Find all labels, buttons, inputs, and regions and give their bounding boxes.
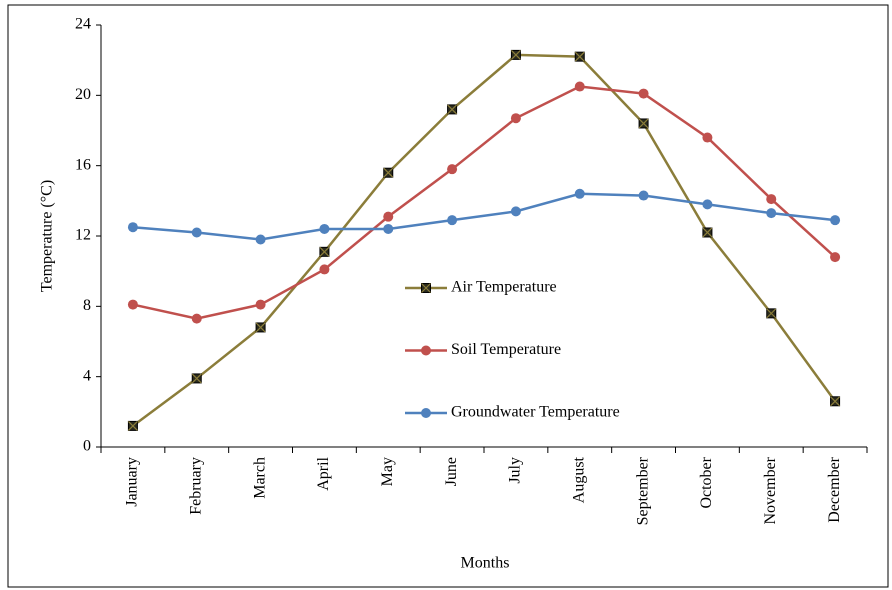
data-point xyxy=(191,313,202,324)
legend-label: Soil Temperature xyxy=(451,341,561,358)
data-point-cross xyxy=(574,51,585,62)
legend-label: Groundwater Temperature xyxy=(451,404,620,421)
data-point xyxy=(447,215,458,226)
x-tick-label: August xyxy=(570,456,587,503)
data-point xyxy=(127,222,138,233)
data-point-cross xyxy=(255,322,266,333)
data-point-cross xyxy=(830,396,841,407)
x-tick-label: May xyxy=(379,457,396,486)
data-point xyxy=(510,113,521,124)
series-line xyxy=(132,85,836,320)
series-line xyxy=(132,192,836,241)
y-tick-label: 4 xyxy=(83,367,91,384)
data-point-cross xyxy=(383,167,394,178)
data-point-cross xyxy=(127,420,138,431)
legend-marker xyxy=(421,345,431,356)
data-point xyxy=(127,299,138,310)
data-point xyxy=(574,81,585,92)
data-point-cross xyxy=(191,373,202,384)
data-point xyxy=(447,164,458,175)
data-point-cross xyxy=(638,118,649,129)
data-point xyxy=(191,227,202,238)
data-point xyxy=(255,299,266,310)
x-tick-label: October xyxy=(698,456,715,508)
legend-marker xyxy=(421,408,431,418)
series-line xyxy=(132,53,837,427)
data-point xyxy=(830,252,841,263)
x-tick-label: March xyxy=(251,457,268,499)
data-point-cross xyxy=(447,104,458,115)
data-point xyxy=(319,223,330,234)
data-point xyxy=(574,188,585,199)
x-tick-label: November xyxy=(762,456,779,524)
y-tick-label: 16 xyxy=(75,156,91,173)
y-tick-label: 0 xyxy=(83,438,91,455)
data-point xyxy=(510,206,521,217)
data-point xyxy=(319,264,330,275)
x-axis-label: Months xyxy=(461,555,510,572)
y-tick-label: 24 xyxy=(75,16,91,33)
data-point xyxy=(830,215,841,226)
data-point-cross xyxy=(702,227,713,238)
data-point-cross xyxy=(319,246,330,257)
data-point xyxy=(638,88,649,99)
data-point xyxy=(766,208,777,219)
legend-marker-cross xyxy=(421,283,431,293)
data-point xyxy=(766,194,777,205)
x-tick-label: December xyxy=(826,456,843,522)
x-tick-label: January xyxy=(124,457,141,507)
x-tick-label: June xyxy=(443,457,460,486)
data-point xyxy=(383,211,394,222)
legend-label: Air Temperature xyxy=(451,279,557,296)
y-axis-label: Temperature (°C) xyxy=(39,180,56,292)
data-point-cross xyxy=(510,49,521,60)
chart-frame xyxy=(7,4,889,588)
x-tick-label: February xyxy=(187,457,204,515)
data-point xyxy=(638,190,649,201)
data-point xyxy=(702,199,713,210)
y-tick-label: 12 xyxy=(75,227,91,244)
x-tick-label: September xyxy=(634,456,651,525)
x-tick-label: July xyxy=(507,457,524,484)
y-tick-label: 8 xyxy=(83,297,91,314)
data-point xyxy=(702,132,713,143)
data-point xyxy=(383,223,394,234)
y-tick-label: 20 xyxy=(75,86,91,103)
data-point xyxy=(255,234,266,245)
x-tick-label: April xyxy=(315,456,332,490)
data-point-cross xyxy=(766,308,777,319)
